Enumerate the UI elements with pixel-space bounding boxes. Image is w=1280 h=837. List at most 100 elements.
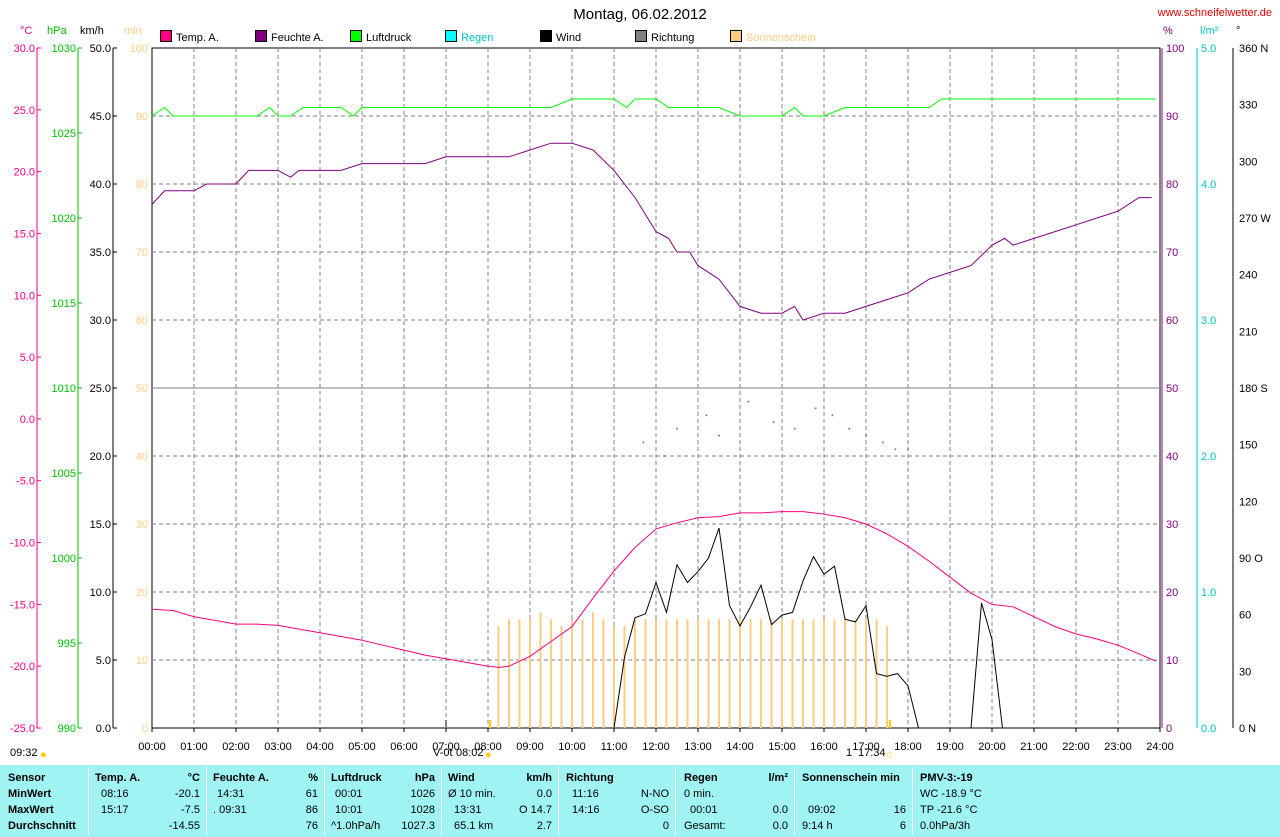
temp-header: Temp. A.: [95, 772, 141, 784]
rain-tick-label: 5.0: [1201, 43, 1216, 55]
humidity-tick-label: 0: [1166, 723, 1172, 735]
humidity-tick-label: 90: [1166, 111, 1178, 123]
temp-tick-label: 0.0: [20, 414, 35, 426]
legend-label: Feuchte A.: [271, 32, 324, 44]
rain-r2: 0.0: [772, 804, 788, 816]
temp-avg: -14.55: [168, 820, 200, 832]
hum-min-time: 14:31: [217, 788, 245, 800]
sun-r2: 16: [893, 804, 906, 816]
wind-avg10: 0.0: [536, 788, 552, 800]
temp-max: -7.5: [181, 804, 200, 816]
direction-point: [848, 427, 851, 430]
legend-item-wind: Wind: [540, 30, 581, 44]
wind-tick-label: 20.0: [90, 451, 111, 463]
direction-tick-label: 210: [1239, 326, 1257, 338]
sunset-time: 17:34: [858, 747, 886, 759]
row-label-sensor: Sensor: [8, 772, 46, 784]
humidity-tick-label: 100: [1166, 43, 1184, 55]
temp-max-time: 15:17: [101, 804, 129, 816]
wind-distance: 65.1 km: [454, 820, 494, 832]
sun-tick-label: 50: [136, 383, 148, 395]
dir-r1-time: 11:16: [572, 788, 599, 800]
temp-column: Temp. A. °C 08:16 -20.1 15:17 -7.5 -14.5…: [89, 765, 206, 837]
x-tick-label: 12:00: [642, 741, 670, 753]
sun-tick-label: 30: [136, 519, 148, 531]
legend-swatch: [445, 30, 457, 42]
site-url[interactable]: www.schneifelwetter.de: [1157, 7, 1272, 19]
wind-unit: km/h: [80, 25, 104, 37]
sunrise-time: 08:02: [456, 747, 484, 759]
direction-point: [831, 414, 834, 417]
direction-tick-label: 180 S: [1239, 383, 1268, 395]
temp-tick-label: 20.0: [14, 167, 35, 179]
legend-label: Sonnenschein: [746, 32, 816, 44]
sunset-icon: ○: [886, 749, 893, 761]
dir-r2-time: 14:16: [572, 804, 600, 816]
legend-swatch: [350, 30, 362, 42]
direction-point: [881, 441, 884, 444]
x-tick-label: 04:00: [306, 741, 334, 753]
rain-total-label: Gesamt:: [684, 820, 726, 832]
x-tick-label: 05:00: [348, 741, 376, 753]
press-avg: 1027.3: [401, 820, 435, 832]
pressure-tick-label: 995: [58, 638, 76, 650]
dir-r2: O-SO: [640, 804, 669, 816]
rain-total: 0.0: [772, 820, 788, 832]
row-labels: Sensor MinWert MaxWert Durchschnitt: [0, 765, 88, 837]
direction-column: Richtung 11:16 N-NO 14:16 O-SO 0: [559, 765, 675, 837]
pmv-column: PMV-3:-19 WC -18.9 °C TP -21.6 °C 0.0hPa…: [913, 765, 1033, 837]
direction-point: [663, 455, 666, 457]
rain-tick-label: 3.0: [1201, 315, 1216, 327]
temp-tick-label: 15.0: [14, 228, 35, 240]
x-tick-label: 23:00: [1104, 741, 1132, 753]
sun-tick-label: 10: [136, 655, 148, 667]
wind-header: Wind: [448, 772, 475, 784]
pressure-tick-label: 990: [58, 723, 76, 735]
humidity-tick-label: 70: [1166, 247, 1178, 259]
humidity-unit: %: [1163, 25, 1173, 37]
legend-label: Luftdruck: [366, 32, 412, 44]
press-min: 1026: [410, 788, 435, 800]
sunshine-column: Sonnenschein min 09:02 16 9:14 h 6: [795, 765, 912, 837]
direction-point: [747, 400, 750, 403]
legend-item-regen: Regen: [445, 30, 493, 44]
direction-tick-label: 120: [1239, 496, 1257, 508]
pmv-pressure-trend: 0.0hPa/3h: [920, 820, 971, 832]
legend-item-richtung: Richtung: [635, 30, 694, 44]
pmv-dewpoint: TP -21.6 °C: [920, 804, 978, 816]
direction-point: [642, 441, 645, 444]
timebar-mark1: V-0t: [433, 747, 453, 759]
weather-chart: 30.0 25.0 20.0 15.0 10.0 5.0 0.0 -5.0 -10.0 -15.0…: [10, 43, 1271, 753]
sun-tick-label: 40: [136, 451, 148, 463]
hum-avg: 76: [305, 820, 318, 832]
humidity-tick-label: 50: [1166, 383, 1178, 395]
wind-series-line: [613, 527, 1003, 729]
chart-title: Montag, 06.02.2012: [573, 6, 707, 23]
temp-tick-label: 25.0: [14, 105, 35, 117]
humidity-tick-label: 40: [1166, 451, 1178, 463]
timebar-left-time: 09:32: [10, 747, 38, 759]
x-tick-label: 20:00: [978, 741, 1006, 753]
sun-r3: 6: [899, 820, 906, 832]
rain-tick-label: 0.0: [1201, 723, 1216, 735]
humidity-series-line: [151, 142, 1152, 321]
summary-table: Sensor MinWert MaxWert Durchschnitt Temp…: [0, 765, 1280, 837]
x-tick-label: 19:00: [936, 741, 964, 753]
direction-tick-label: 330: [1239, 100, 1257, 112]
x-tick-label: 16:00: [810, 741, 838, 753]
x-tick-label: 01:00: [180, 741, 208, 753]
x-tick-label: 24:00: [1146, 741, 1174, 753]
sun-tick-label: 90: [136, 111, 148, 123]
direction-tick-label: 30: [1239, 666, 1251, 678]
x-tick-label: 10:00: [558, 741, 586, 753]
legend-label: Temp. A.: [176, 32, 219, 44]
wind-avg: 2.7: [536, 820, 552, 832]
hum-header: Feuchte A.: [213, 772, 269, 784]
x-tick-label: 08:00: [474, 741, 502, 753]
hum-min: 61: [305, 788, 318, 800]
x-tick-label: 07:00: [432, 741, 460, 753]
rain-unit: l/m²: [1200, 25, 1219, 37]
press-trend: ^1.0hPa/h: [331, 820, 381, 832]
direction-point: [894, 448, 897, 451]
direction-tick-label: 0 N: [1239, 723, 1256, 735]
